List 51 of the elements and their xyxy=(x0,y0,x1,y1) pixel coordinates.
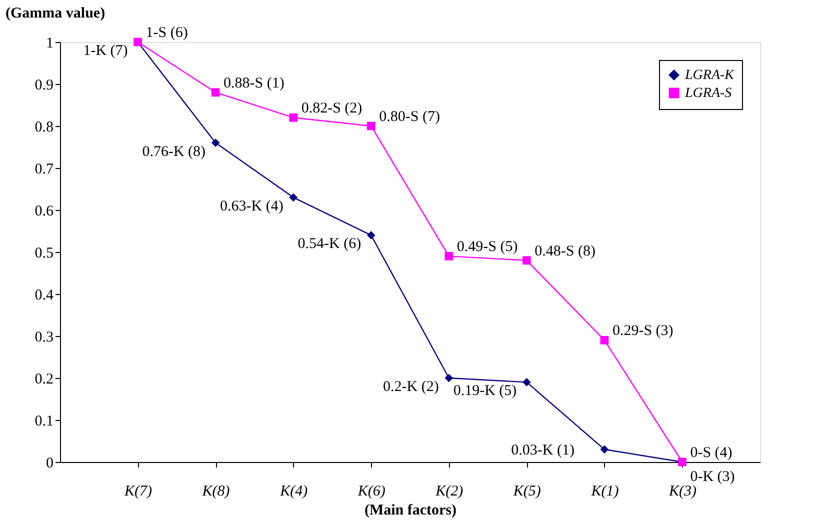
data-label: 0-K (3) xyxy=(690,469,735,485)
y-tick-label: 0.6 xyxy=(34,204,54,220)
x-tick-label: K(5) xyxy=(512,484,541,500)
point xyxy=(444,252,454,260)
point xyxy=(522,256,531,265)
point xyxy=(522,378,531,386)
y-tick-label: 0.1 xyxy=(34,414,54,430)
y-tick-label: 0.7 xyxy=(34,162,54,178)
data-label: 0.80-S (7) xyxy=(379,109,440,125)
x-tick-label: K(6) xyxy=(356,484,386,500)
data-label: 0.2-K (2) xyxy=(383,379,439,395)
data-label: 0.29-S (3) xyxy=(612,323,674,340)
y-axis-title: (Gamma value) xyxy=(6,6,106,22)
y-tick-label: 0 xyxy=(46,456,54,472)
data-label: 0.76-K (8) xyxy=(142,144,206,160)
y-tick-label: 1 xyxy=(46,36,54,52)
data-label: 1-K (7) xyxy=(83,43,128,59)
point xyxy=(366,122,376,130)
x-tick-label: K(7) xyxy=(124,484,152,500)
data-label: 0-S (4) xyxy=(690,445,732,461)
data-label: 0.49-S (5) xyxy=(456,239,518,256)
data-label: 1-S (6) xyxy=(146,25,188,41)
y-tick-label: 0.5 xyxy=(34,246,54,262)
x-tick-label: K(2) xyxy=(434,484,464,500)
x-tick-label: K(1) xyxy=(590,484,619,500)
point xyxy=(289,193,298,202)
data-label: 0.54-K (6) xyxy=(298,236,362,252)
data-label: 0.63-K (4) xyxy=(220,198,284,214)
data-label: 0.82-S (2) xyxy=(301,100,362,117)
y-tick-label: 0.8 xyxy=(34,120,54,136)
point xyxy=(211,138,220,147)
data-label: 0.19-K (5) xyxy=(453,383,517,400)
x-tick-label: K(8) xyxy=(201,484,230,500)
data-label: 0.48-S (8) xyxy=(534,243,596,260)
point xyxy=(289,113,298,122)
legend-label: LGRA-K xyxy=(684,68,735,83)
y-tick-label: 0.9 xyxy=(34,78,54,94)
y-tick-label: 0.4 xyxy=(34,288,54,304)
point xyxy=(366,231,376,240)
point xyxy=(600,445,609,454)
y-tick-label: 0.3 xyxy=(34,330,54,346)
point xyxy=(211,88,220,97)
y-tick-label: 0.2 xyxy=(34,372,54,388)
data-label: 0.88-S (1) xyxy=(224,75,284,92)
x-axis-title: (Main factors) xyxy=(364,502,457,518)
point xyxy=(444,374,454,382)
x-tick-label: K(3) xyxy=(668,484,696,500)
legend-label: LGRA-S xyxy=(684,86,732,101)
point xyxy=(600,336,609,344)
x-tick-label: K(4) xyxy=(279,484,308,500)
data-label: 0.03-K (1) xyxy=(511,442,574,458)
